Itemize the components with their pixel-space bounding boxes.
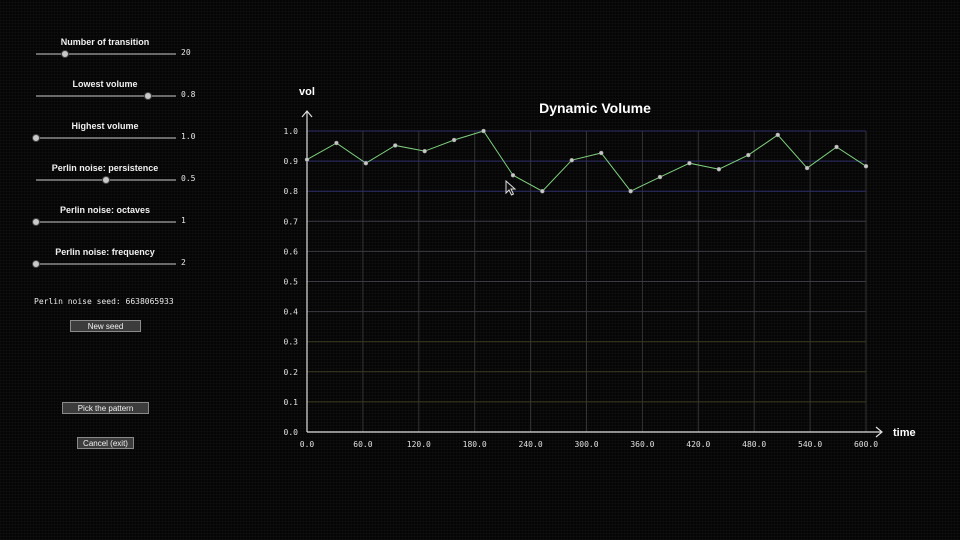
x-tick-label: 120.0 xyxy=(407,440,431,449)
cancel-exit-button[interactable]: Cancel (exit) xyxy=(77,437,134,449)
data-point xyxy=(716,166,722,172)
x-axis-label: time xyxy=(893,427,916,439)
x-tick-label: 360.0 xyxy=(630,440,654,449)
data-point xyxy=(540,188,545,194)
y-tick-label: 0.1 xyxy=(284,398,299,407)
slider-track[interactable] xyxy=(32,260,176,268)
slider-label: Number of transition xyxy=(60,37,150,47)
y-tick-label: 0.5 xyxy=(284,278,299,287)
x-tick-label: 600.0 xyxy=(854,440,878,449)
data-point xyxy=(569,157,575,163)
data-point xyxy=(598,150,604,156)
y-tick-label: 0.7 xyxy=(284,217,299,226)
slider-value: 0.5 xyxy=(181,174,196,183)
slider-knob[interactable] xyxy=(102,176,110,184)
slider-knob[interactable] xyxy=(32,218,40,226)
data-point xyxy=(510,172,516,178)
slider-knob[interactable] xyxy=(32,134,40,142)
data-point xyxy=(746,152,751,158)
data-point xyxy=(392,143,398,148)
y-axis-label: vol xyxy=(299,86,315,98)
data-point xyxy=(481,128,486,134)
slider-track[interactable] xyxy=(36,92,176,100)
data-point xyxy=(334,140,339,146)
y-tick-label: 0.6 xyxy=(284,247,299,256)
slider-knob[interactable] xyxy=(144,92,152,100)
slider-label: Highest volume xyxy=(71,121,139,131)
slider-track[interactable] xyxy=(32,218,176,226)
data-point xyxy=(863,163,869,169)
slider-track[interactable] xyxy=(36,50,176,58)
y-tick-label: 0.3 xyxy=(284,338,299,347)
data-point xyxy=(451,137,457,143)
x-tick-label: 0.0 xyxy=(300,440,315,449)
x-tick-label: 420.0 xyxy=(686,440,710,449)
pick-pattern-button[interactable]: Pick the pattern xyxy=(62,402,149,414)
x-tick-label: 540.0 xyxy=(798,440,822,449)
data-point xyxy=(363,160,369,166)
data-point xyxy=(775,132,781,138)
data-point xyxy=(628,188,633,194)
slider-label: Lowest volume xyxy=(72,79,138,89)
x-tick-label: 60.0 xyxy=(353,440,372,449)
x-tick-label: 180.0 xyxy=(463,440,487,449)
data-point xyxy=(657,174,663,180)
slider-track[interactable] xyxy=(32,134,176,142)
y-tick-label: 0.8 xyxy=(284,187,299,196)
x-tick-label: 240.0 xyxy=(519,440,543,449)
slider-knob[interactable] xyxy=(61,50,70,58)
slider-value: 0.8 xyxy=(181,90,196,99)
y-tick-label: 0.2 xyxy=(284,368,299,377)
data-point xyxy=(834,144,839,150)
slider-label: Perlin noise: octaves xyxy=(59,205,151,215)
y-tick-label: 0.9 xyxy=(284,157,299,166)
series-line xyxy=(306,130,867,192)
y-tick-label: 1.0 xyxy=(284,127,299,136)
slider-label: Perlin noise: persistence xyxy=(51,163,159,173)
data-point xyxy=(804,165,810,171)
data-point xyxy=(422,148,427,154)
x-tick-label: 300.0 xyxy=(574,440,598,449)
slider-value: 1.0 xyxy=(181,132,196,141)
y-tick-label: 0.4 xyxy=(284,308,299,317)
slider-value: 2 xyxy=(181,258,186,267)
x-axis-arrow-icon xyxy=(875,426,883,438)
y-tick-label: 0.0 xyxy=(284,428,299,437)
slider-value: 1 xyxy=(181,216,186,225)
chart-title: Dynamic Volume xyxy=(539,100,651,116)
slider-label: Perlin noise: frequency xyxy=(55,247,155,257)
slider-knob[interactable] xyxy=(32,260,40,268)
new-seed-button[interactable]: New seed xyxy=(70,320,141,332)
slider-track[interactable] xyxy=(36,176,176,184)
control-panel: Number of transition 20 Lowest volume 0.8 Hi… xyxy=(0,0,210,540)
mouse-cursor-icon xyxy=(505,180,517,196)
slider-value: 20 xyxy=(181,48,191,57)
x-tick-label: 480.0 xyxy=(742,440,766,449)
data-point xyxy=(687,160,692,166)
y-axis-arrow-icon xyxy=(301,110,313,118)
data-point xyxy=(304,157,310,162)
perlin-seed-text: Perlin noise seed: 6638065933 xyxy=(34,297,174,306)
